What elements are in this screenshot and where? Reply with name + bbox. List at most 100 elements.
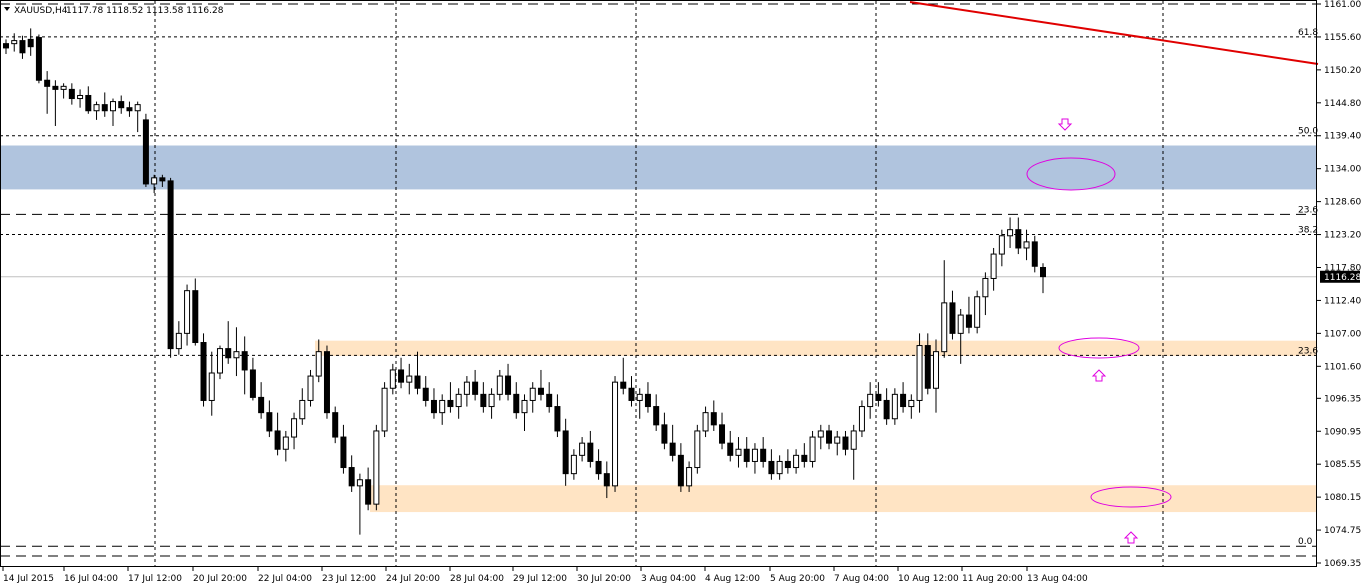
x-tick-label: 30 Jul 20:00 [577, 574, 631, 584]
candle-body-down [505, 375, 512, 395]
candle [834, 430, 841, 456]
candle-body-down [875, 393, 882, 401]
candle-body-down [644, 393, 651, 408]
candle-body-up [389, 369, 396, 389]
candle-body-up [175, 332, 182, 350]
candle-body-up [77, 94, 84, 100]
candle-body-down [595, 460, 602, 475]
candle-body-up [735, 448, 742, 456]
candle-body-up [1023, 241, 1030, 249]
candle-body-down [430, 399, 437, 414]
grid-layer [0, 1, 1317, 567]
x-tick-label: 11 Aug 20:00 [962, 574, 1023, 584]
candle [307, 369, 314, 407]
x-tick-label: 20 Jul 20:00 [193, 574, 247, 584]
candle-body-down [249, 369, 256, 398]
chart-menu-icon[interactable] [4, 7, 10, 11]
highlight-ellipse [1090, 486, 1172, 508]
candle [216, 345, 223, 380]
candle [356, 473, 363, 535]
candle-body-up [974, 296, 981, 328]
candle-body-down [719, 424, 726, 444]
candle [867, 382, 874, 419]
candle-body-down [480, 393, 487, 408]
candle-body-down [332, 412, 339, 438]
candle [233, 327, 240, 377]
x-tick-label: 16 Jul 04:00 [64, 574, 118, 584]
candle [513, 382, 520, 419]
fib-label: 23.6 [1298, 205, 1318, 215]
candle [389, 363, 396, 395]
candle [612, 376, 619, 492]
candle-body-down [19, 40, 26, 54]
candle-body-down [768, 460, 775, 475]
trend-line [909, 1, 1319, 65]
candle-body-up [233, 351, 240, 359]
candle-body-up [636, 393, 643, 401]
y-tick-label: 1090.95 [1324, 427, 1361, 437]
candle-body-up [60, 85, 67, 90]
candle [430, 388, 437, 419]
time-axis: 14 Jul 2015 16 Jul 04:00 17 Jul 12:00 20 Ju… [2, 567, 1088, 584]
candle [710, 400, 717, 431]
candle [949, 290, 956, 340]
candle [340, 424, 347, 474]
candle-body-down [274, 430, 281, 450]
candle [875, 382, 882, 407]
candle [463, 376, 470, 407]
fib-label: 23.6 [1298, 346, 1318, 356]
candle-body-down [422, 387, 429, 401]
candle [315, 339, 322, 383]
candle-body-down [52, 85, 59, 90]
x-tick-label: 3 Aug 04:00 [641, 574, 696, 584]
candle [52, 80, 59, 126]
candle-body-down [118, 101, 125, 109]
y-tick-label: 1080.15 [1324, 493, 1361, 503]
candle-body-down [323, 351, 330, 414]
arrow-up-icon [1123, 531, 1139, 544]
candle [858, 400, 865, 438]
candle [472, 369, 479, 401]
candle [620, 357, 627, 395]
candle-body-down [562, 430, 569, 475]
candle [365, 467, 372, 511]
candle-body-up [282, 436, 289, 450]
x-tick-label: 5 Aug 20:00 [770, 574, 825, 584]
candle [719, 412, 726, 450]
candle [1023, 229, 1030, 261]
candle-body-up [941, 302, 948, 353]
arrow-down-icon [1057, 118, 1073, 131]
candle [101, 92, 108, 117]
candle-body-up [908, 399, 915, 408]
x-tick-label: 13 Aug 04:00 [1027, 574, 1088, 584]
y-tick-label: 1123.20 [1324, 231, 1361, 241]
candle [554, 394, 561, 438]
candle-body-up [694, 430, 701, 469]
y-tick-label: 1101.60 [1324, 362, 1361, 372]
y-tick-label: 1074.75 [1324, 526, 1361, 536]
chart-header: XAUUSD,H4 1117.78 1118.52 1113.58 1116.2… [4, 6, 224, 16]
candle-body-down [3, 43, 9, 49]
candle [521, 394, 528, 431]
candle-body-down [126, 107, 133, 112]
candle-body-up [291, 418, 298, 438]
candle-body-down [472, 381, 479, 395]
candle [842, 430, 849, 456]
candle [900, 382, 907, 413]
candle [447, 382, 454, 413]
candle [505, 363, 512, 401]
candle-body-up [891, 393, 898, 420]
candle [11, 33, 18, 52]
candle [677, 443, 684, 492]
candle [768, 449, 775, 480]
candle [669, 424, 676, 462]
candle-body-down [949, 302, 956, 334]
candle [241, 336, 248, 395]
candle [200, 333, 207, 407]
candle [167, 177, 174, 358]
candle [282, 430, 289, 462]
candle-body-down [225, 348, 232, 359]
candle [406, 363, 413, 395]
fib-label: 61.8 [1298, 28, 1318, 38]
